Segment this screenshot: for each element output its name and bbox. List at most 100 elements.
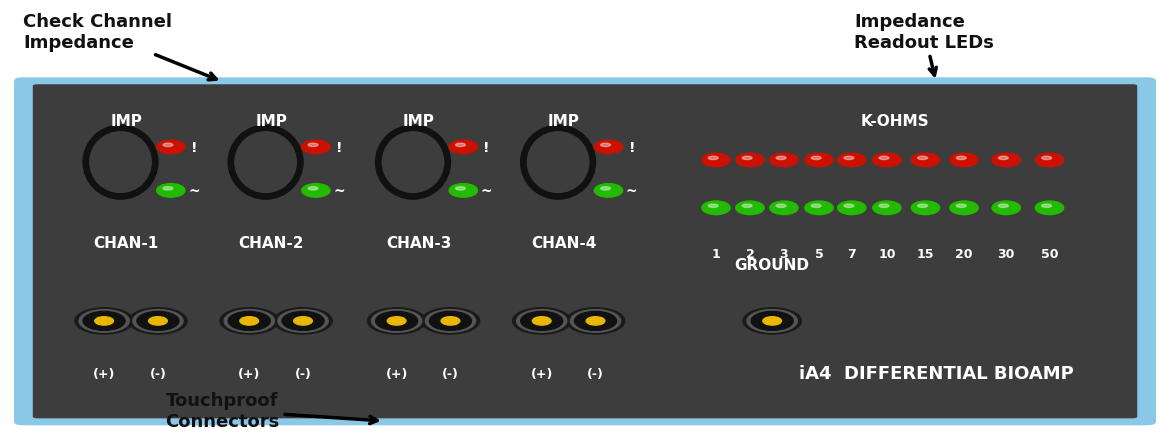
Ellipse shape [950,201,978,215]
Ellipse shape [811,157,821,160]
Ellipse shape [90,132,151,193]
Ellipse shape [449,184,477,198]
Text: 7: 7 [847,247,856,260]
Ellipse shape [950,154,978,168]
Text: !: ! [191,141,198,155]
Ellipse shape [95,317,113,326]
Ellipse shape [1035,154,1064,168]
Text: 10: 10 [879,247,895,260]
Ellipse shape [383,132,443,193]
Ellipse shape [998,157,1009,160]
Text: (+): (+) [92,367,116,380]
Text: ~: ~ [333,184,345,198]
Text: IMP: IMP [402,114,435,129]
Ellipse shape [129,308,187,334]
Ellipse shape [137,312,179,331]
FancyBboxPatch shape [33,85,1137,418]
Ellipse shape [873,154,901,168]
Ellipse shape [879,204,889,208]
Ellipse shape [566,308,625,334]
Text: 1: 1 [711,247,721,260]
Text: 2: 2 [745,247,755,260]
Ellipse shape [742,204,752,208]
Ellipse shape [844,157,854,160]
Ellipse shape [708,204,718,208]
Ellipse shape [776,204,786,208]
Text: !: ! [483,141,490,155]
Ellipse shape [228,126,303,200]
Ellipse shape [879,157,889,160]
Text: (-): (-) [150,367,166,380]
Ellipse shape [586,317,605,326]
Ellipse shape [770,154,798,168]
Text: (-): (-) [587,367,604,380]
Ellipse shape [387,317,406,326]
Text: 50: 50 [1041,247,1058,260]
Ellipse shape [512,308,571,334]
Ellipse shape [83,312,125,331]
Text: (+): (+) [238,367,261,380]
Ellipse shape [278,310,328,332]
Text: ~: ~ [481,184,493,198]
Text: GROUND: GROUND [735,257,810,272]
Text: CHAN-4: CHAN-4 [531,236,597,250]
Ellipse shape [517,310,566,332]
Ellipse shape [751,312,793,331]
Ellipse shape [426,310,475,332]
Ellipse shape [911,201,940,215]
Ellipse shape [80,310,129,332]
Text: CHAN-3: CHAN-3 [386,236,452,250]
Ellipse shape [811,204,821,208]
Text: iA4  DIFFERENTIAL BIOAMP: iA4 DIFFERENTIAL BIOAMP [799,364,1073,382]
Ellipse shape [776,157,786,160]
Text: (+): (+) [530,367,553,380]
Ellipse shape [992,201,1020,215]
Ellipse shape [600,187,611,191]
Ellipse shape [133,310,183,332]
Text: CHAN-2: CHAN-2 [239,236,304,250]
Ellipse shape [956,157,966,160]
Ellipse shape [302,184,330,198]
Ellipse shape [163,187,173,191]
Ellipse shape [763,317,782,326]
Ellipse shape [308,144,318,147]
Ellipse shape [163,144,173,147]
Text: Touchproof
Connectors: Touchproof Connectors [165,391,377,430]
Ellipse shape [571,310,620,332]
Ellipse shape [372,310,421,332]
FancyBboxPatch shape [14,78,1156,425]
Ellipse shape [75,308,133,334]
Text: 5: 5 [814,247,824,260]
Text: (+): (+) [385,367,408,380]
Ellipse shape [282,312,324,331]
Text: ~: ~ [626,184,638,198]
Ellipse shape [844,204,854,208]
Text: !: ! [628,141,635,155]
Ellipse shape [873,201,901,215]
Ellipse shape [736,154,764,168]
Ellipse shape [274,308,332,334]
Ellipse shape [594,141,622,155]
Ellipse shape [992,154,1020,168]
Ellipse shape [1041,157,1052,160]
Ellipse shape [805,201,833,215]
Text: Check Channel
Impedance: Check Channel Impedance [23,13,216,81]
Ellipse shape [1041,204,1052,208]
Text: Impedance
Readout LEDs: Impedance Readout LEDs [854,13,994,76]
Ellipse shape [376,312,418,331]
Ellipse shape [376,126,450,200]
Ellipse shape [521,312,563,331]
Ellipse shape [743,308,801,334]
Ellipse shape [998,204,1009,208]
Text: !: ! [336,141,343,155]
Ellipse shape [917,157,928,160]
Ellipse shape [367,308,426,334]
Text: 20: 20 [956,247,972,260]
Ellipse shape [302,141,330,155]
Ellipse shape [240,317,259,326]
Ellipse shape [157,141,185,155]
Ellipse shape [449,141,477,155]
Text: IMP: IMP [548,114,580,129]
Ellipse shape [708,157,718,160]
Ellipse shape [838,154,866,168]
